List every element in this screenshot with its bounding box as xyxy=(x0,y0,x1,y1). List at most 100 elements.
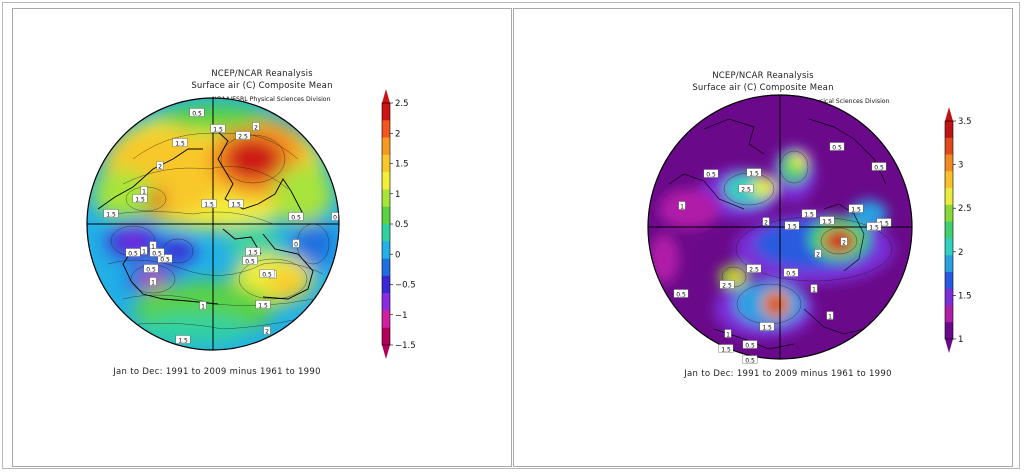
colorbar-segment xyxy=(945,288,953,306)
contour-label: 0.5 xyxy=(706,171,716,178)
contour-label-box xyxy=(149,248,165,257)
contour-label-box xyxy=(673,289,689,298)
colorbar-segment xyxy=(945,121,953,139)
contour-label-box xyxy=(143,264,159,273)
contour-label: 0.5 xyxy=(291,214,301,221)
colorbar-tick-label: 2 xyxy=(958,248,963,258)
colorbar-segment xyxy=(382,293,390,311)
contour-label: 1.5 xyxy=(231,201,241,208)
contour-label-box xyxy=(848,204,864,213)
colorbar-segment xyxy=(945,204,953,222)
colorbar-segment xyxy=(382,224,390,242)
colorbar-tick-label: 1.5 xyxy=(958,291,972,301)
contour-label: 0.5 xyxy=(786,270,796,277)
chart-footer: Jan to Dec: 1991 to 2009 minus 1961 to 1… xyxy=(113,367,321,377)
contour-label: 2 xyxy=(265,328,269,335)
colorbar-tick-label: 2.5 xyxy=(958,204,972,214)
colorbar-tick-label: −1 xyxy=(395,311,408,321)
colorbar-segment xyxy=(945,255,953,273)
contour-label: 1 xyxy=(828,313,832,320)
chart-panel-right: NCEP/NCAR Reanalysis Surface air (C) Com… xyxy=(513,8,1013,467)
contour-label-box xyxy=(840,237,848,246)
contour-label-box xyxy=(263,326,271,335)
contour-label-box xyxy=(742,340,758,349)
contour-label: 2.5 xyxy=(238,133,248,140)
colorbar-segment xyxy=(945,305,953,323)
colorbar-segment xyxy=(382,241,390,259)
contour-label-box xyxy=(784,221,800,230)
chart-footer: Jan to Dec: 1991 to 2009 minus 1961 to 1… xyxy=(684,369,892,379)
colorbar-segment xyxy=(945,171,953,189)
contour-label: 0.5 xyxy=(146,266,156,273)
contour-label-box xyxy=(759,322,775,331)
contour-label-box xyxy=(331,212,339,221)
credit-label: NOAA/ESRL Physical Sciences Division xyxy=(768,97,893,106)
contour-label-box xyxy=(242,256,258,265)
contour-label: 0.5 xyxy=(152,250,162,257)
contour-label: 1 xyxy=(812,286,816,293)
contour-label: 1 xyxy=(726,331,730,338)
contour-labels-right: 0.5 1.52.50.50.511.521.51.51.51.522.51.52… xyxy=(673,142,892,364)
colorbar-tick-label: 2.5 xyxy=(395,99,409,109)
contour-label-box xyxy=(132,194,148,203)
colorbar-segment xyxy=(382,258,390,277)
contour-label-box xyxy=(103,209,119,218)
colorbar-tick-label: 2 xyxy=(395,129,400,139)
contour-label: 0 xyxy=(333,214,337,221)
contour-label-box xyxy=(719,280,735,289)
contour-label: 1 xyxy=(151,279,155,286)
contour-label-box xyxy=(762,217,770,226)
contour-label-box xyxy=(210,124,226,133)
contour-label: 0.5 xyxy=(676,291,686,298)
colorbar-segment xyxy=(945,322,953,340)
contour-label: 2.5 xyxy=(722,282,732,289)
colorbar-segment xyxy=(382,172,390,190)
contour-label: 0.5 xyxy=(874,164,884,171)
chart-panel-left: NCEP/NCAR Reanalysis Surface air (C) Com… xyxy=(12,8,512,467)
contour-label: 1 xyxy=(680,203,684,210)
colorbar-tick-label: 0.5 xyxy=(395,220,409,230)
contour-label-box xyxy=(703,169,719,178)
contour-label: 1.5 xyxy=(822,218,832,225)
contour-label: 1.5 xyxy=(869,224,879,231)
colorbar-frame xyxy=(944,120,954,340)
contour-label-box xyxy=(678,201,686,210)
contour-label: 0.5 xyxy=(245,258,255,265)
contour-label: 2 xyxy=(816,251,820,258)
contour-label-box xyxy=(156,161,164,170)
colorbar-segment xyxy=(382,103,390,121)
contour-label-box xyxy=(125,248,141,257)
contour-label: 1.5 xyxy=(851,206,861,213)
contour-label: 1.5 xyxy=(787,223,797,230)
contour-label-box xyxy=(172,138,188,147)
contour-label: 1.5 xyxy=(248,249,258,256)
contour-label-box xyxy=(746,264,762,273)
colorbar-segment xyxy=(382,154,390,173)
contour-label: 1.5 xyxy=(135,196,145,203)
contour-label: 2.5 xyxy=(749,266,759,273)
contour-label: 2 xyxy=(842,239,846,246)
contour-label-box xyxy=(288,212,304,221)
contour-label: 1.5 xyxy=(175,140,185,147)
credit-label: NOAA/ESRL Physical Sciences Division xyxy=(209,95,334,104)
contour-label-box xyxy=(866,222,882,231)
contour-label-box xyxy=(189,108,205,117)
contour-label-box xyxy=(199,301,207,310)
contour-label: 0.5 xyxy=(745,342,755,349)
colorbar-segment xyxy=(945,221,953,239)
contour-label: 1.5 xyxy=(804,211,814,218)
contour-label-box xyxy=(235,131,251,140)
contour-label: 0.5 xyxy=(262,271,272,278)
contour-label: 1.5 xyxy=(106,211,116,218)
colorbar-segment xyxy=(945,238,953,256)
colorbar-tick-label: 1.5 xyxy=(395,160,409,170)
contour-label-box xyxy=(252,122,260,131)
contour-label: 1 xyxy=(142,188,146,195)
colorbar-tick-label: −1.5 xyxy=(395,341,416,351)
colorbar-max-arrow xyxy=(945,107,953,121)
colorbar-segment xyxy=(382,206,390,225)
colorbar-tick-label: −0.5 xyxy=(395,281,416,291)
contour-label: 2 xyxy=(764,219,768,226)
contour-label: 0.5 xyxy=(128,250,138,257)
contour-label: 1.5 xyxy=(178,337,188,344)
